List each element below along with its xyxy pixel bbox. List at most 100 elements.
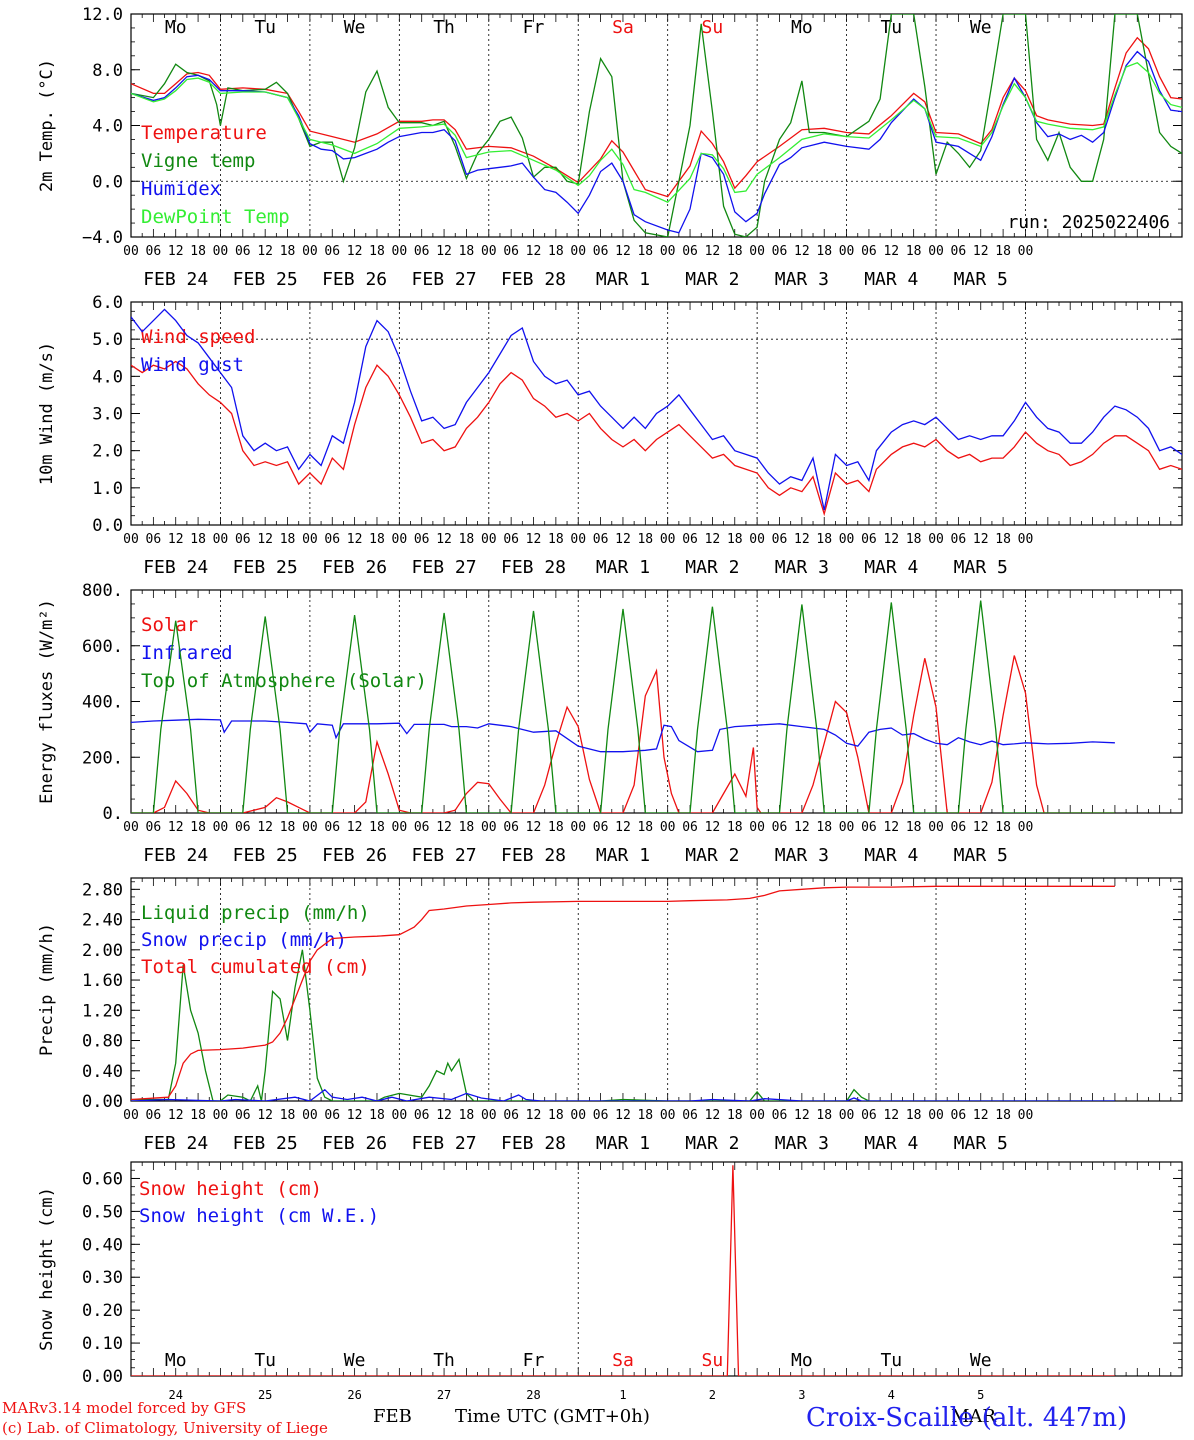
x-tick-label: 00 <box>213 1108 229 1123</box>
x-tick-label: 06 <box>414 1108 430 1123</box>
x-tick-label: 00 <box>749 1108 765 1123</box>
x-tick-label: 18 <box>727 244 743 259</box>
date-label: FEB 27 <box>412 269 477 290</box>
day-name: Fr <box>523 17 545 38</box>
date-label: FEB 25 <box>233 557 298 578</box>
x-tick-label: 00 <box>302 1108 318 1123</box>
legend-entry: DewPoint Temp <box>141 206 290 228</box>
y-tick-label: 4.0 <box>92 117 123 137</box>
x-tick-label: 18 <box>906 1108 922 1123</box>
x-tick-label: 00 <box>660 1108 676 1123</box>
x-tick-label: 00 <box>928 532 944 547</box>
date-label: MAR 2 <box>685 269 739 290</box>
x-tick-label: 00 <box>660 820 676 835</box>
series-temperature <box>131 36 1182 198</box>
x-tick-label: 06 <box>951 244 967 259</box>
legend-entry: Infrared <box>141 642 233 664</box>
x-tick-label: 18 <box>727 1108 743 1123</box>
series-top-of-atmosphere-solar- <box>131 600 1115 813</box>
x-tick-label: 00 <box>570 244 586 259</box>
x-tick-label: 06 <box>324 244 340 259</box>
x-tick-label: 18 <box>459 532 475 547</box>
x-tick-label: 12 <box>705 244 721 259</box>
x-tick-label: 18 <box>190 820 206 835</box>
x-tick-label: 06 <box>414 820 430 835</box>
y-tick-label: 0.40 <box>82 1235 123 1255</box>
day-number: 24 <box>168 1388 182 1402</box>
date-label: MAR 1 <box>596 557 650 578</box>
x-tick-label: 18 <box>637 532 653 547</box>
x-tick-label: 18 <box>548 820 564 835</box>
date-label: MAR 3 <box>775 557 829 578</box>
x-tick-label: 18 <box>995 532 1011 547</box>
x-tick-label: 00 <box>570 1108 586 1123</box>
panel-precip: 0.00 0.40 0.80 1.20 1.60 2.00 2.40 2.80 Precip (… <box>37 877 1183 1154</box>
x-tick-label: 06 <box>682 532 698 547</box>
x-tick-label: 12 <box>615 1108 631 1123</box>
series-wind-gust <box>131 308 1182 511</box>
plot-frame <box>130 589 1183 814</box>
date-label: MAR 4 <box>864 1133 918 1154</box>
x-tick-label: 00 <box>481 532 497 547</box>
x-tick-label: 18 <box>906 820 922 835</box>
x-tick-label: 12 <box>705 1108 721 1123</box>
x-tick-label: 18 <box>727 820 743 835</box>
credits-line-2: (c) Lab. of Climatology, University of L… <box>2 1419 328 1437</box>
plot-frame <box>130 13 1183 238</box>
day-name: Sa <box>612 1350 634 1371</box>
panel-flux: 0. 200. 400. 600. 800. Energy fluxes (W/m²) 00… <box>37 581 1183 866</box>
y-tick-label: 600. <box>82 637 123 657</box>
x-tick-label: 00 <box>928 244 944 259</box>
y-tick-label: 0.20 <box>82 1301 123 1321</box>
series-snow-height-cm- <box>131 1165 1115 1376</box>
y-tick-label: 4.0 <box>92 367 123 387</box>
y-tick-label: 2.0 <box>92 442 123 462</box>
x-tick-label: 18 <box>369 244 385 259</box>
series-snow-precip-mm-h- <box>131 1088 1115 1101</box>
x-tick-label: 18 <box>816 532 832 547</box>
y-tick-label: 0.0 <box>92 516 123 536</box>
x-tick-label: 06 <box>146 1108 162 1123</box>
y-axis-title: Precip (mm/h) <box>37 923 57 1056</box>
day-name: Tu <box>254 17 276 38</box>
x-tick-label: 00 <box>302 532 318 547</box>
x-tick-label: 00 <box>1018 1108 1034 1123</box>
x-tick-label: 18 <box>459 1108 475 1123</box>
date-label: MAR 1 <box>596 1133 650 1154</box>
x-tick-label: 18 <box>727 532 743 547</box>
x-tick-label: 12 <box>526 820 542 835</box>
x-tick-label: 00 <box>1018 820 1034 835</box>
date-label: FEB 27 <box>412 557 477 578</box>
x-tick-label: 06 <box>324 532 340 547</box>
x-tick-label: 18 <box>280 244 296 259</box>
date-label: FEB 24 <box>143 845 208 866</box>
series-vigne-temp <box>131 14 1182 237</box>
x-tick-label: 00 <box>392 820 408 835</box>
y-tick-label: 0.30 <box>82 1268 123 1288</box>
x-tick-label: 06 <box>951 820 967 835</box>
y-tick-label: −4.0 <box>82 228 123 248</box>
day-name: Tu <box>254 1350 276 1371</box>
date-label: FEB 24 <box>143 1133 208 1154</box>
x-tick-label: 00 <box>660 244 676 259</box>
x-tick-label: 12 <box>257 1108 273 1123</box>
day-number: 26 <box>347 1388 361 1402</box>
x-tick-label: 06 <box>414 244 430 259</box>
day-name: Tu <box>880 17 902 38</box>
x-tick-label: 06 <box>861 1108 877 1123</box>
date-label: FEB 28 <box>501 269 566 290</box>
y-tick-label: 800. <box>82 581 123 601</box>
y-tick-label: 1.0 <box>92 479 123 499</box>
series-wind-speed <box>131 360 1182 517</box>
x-tick-label: 06 <box>951 532 967 547</box>
y-tick-label: 2.40 <box>82 911 123 931</box>
day-name: Th <box>433 17 455 38</box>
x-tick-label: 00 <box>928 1108 944 1123</box>
x-tick-label: 18 <box>816 1108 832 1123</box>
x-tick-label: 18 <box>190 1108 206 1123</box>
x-tick-label: 18 <box>548 1108 564 1123</box>
x-tick-label: 00 <box>392 532 408 547</box>
y-tick-label: 0.10 <box>82 1334 123 1354</box>
x-tick-label: 18 <box>816 820 832 835</box>
x-tick-label: 06 <box>593 1108 609 1123</box>
